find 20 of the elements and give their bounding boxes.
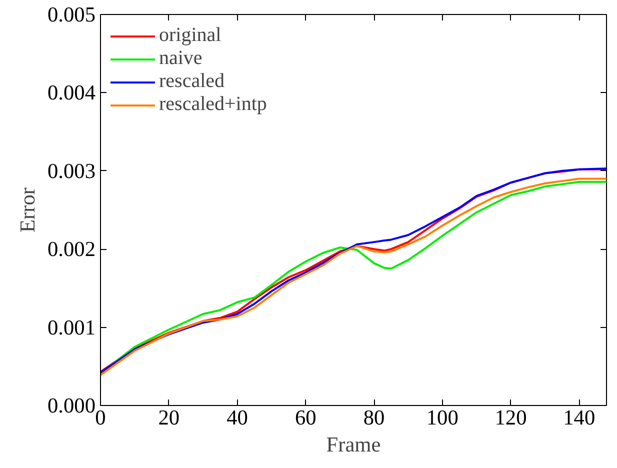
y-tick-label: 0.000 xyxy=(48,394,96,418)
x-tick-label: 40 xyxy=(226,406,248,430)
y-tick-label: 0.001 xyxy=(48,315,96,340)
legend-label: rescaled xyxy=(159,70,225,93)
x-tick-label: 100 xyxy=(426,406,458,430)
x-tick-label: 140 xyxy=(563,406,596,430)
y-tick-label: 0.002 xyxy=(48,237,96,262)
y-tick-label: 0.004 xyxy=(48,80,96,105)
legend-label: naive xyxy=(159,47,202,70)
y-tick-label: 0.005 xyxy=(48,2,96,26)
legend-label: original xyxy=(159,24,222,47)
x-tick-label: 20 xyxy=(158,406,180,430)
x-axis-title: Frame xyxy=(326,432,381,456)
x-tick-label: 120 xyxy=(494,406,527,430)
x-tick-label: 60 xyxy=(294,406,316,430)
x-tick-label: 0 xyxy=(95,406,106,430)
legend-label: rescaled+intp xyxy=(159,93,267,116)
y-axis-title: Error xyxy=(16,188,40,232)
y-tick-label: 0.003 xyxy=(48,158,96,183)
x-tick-label: 80 xyxy=(363,406,385,430)
